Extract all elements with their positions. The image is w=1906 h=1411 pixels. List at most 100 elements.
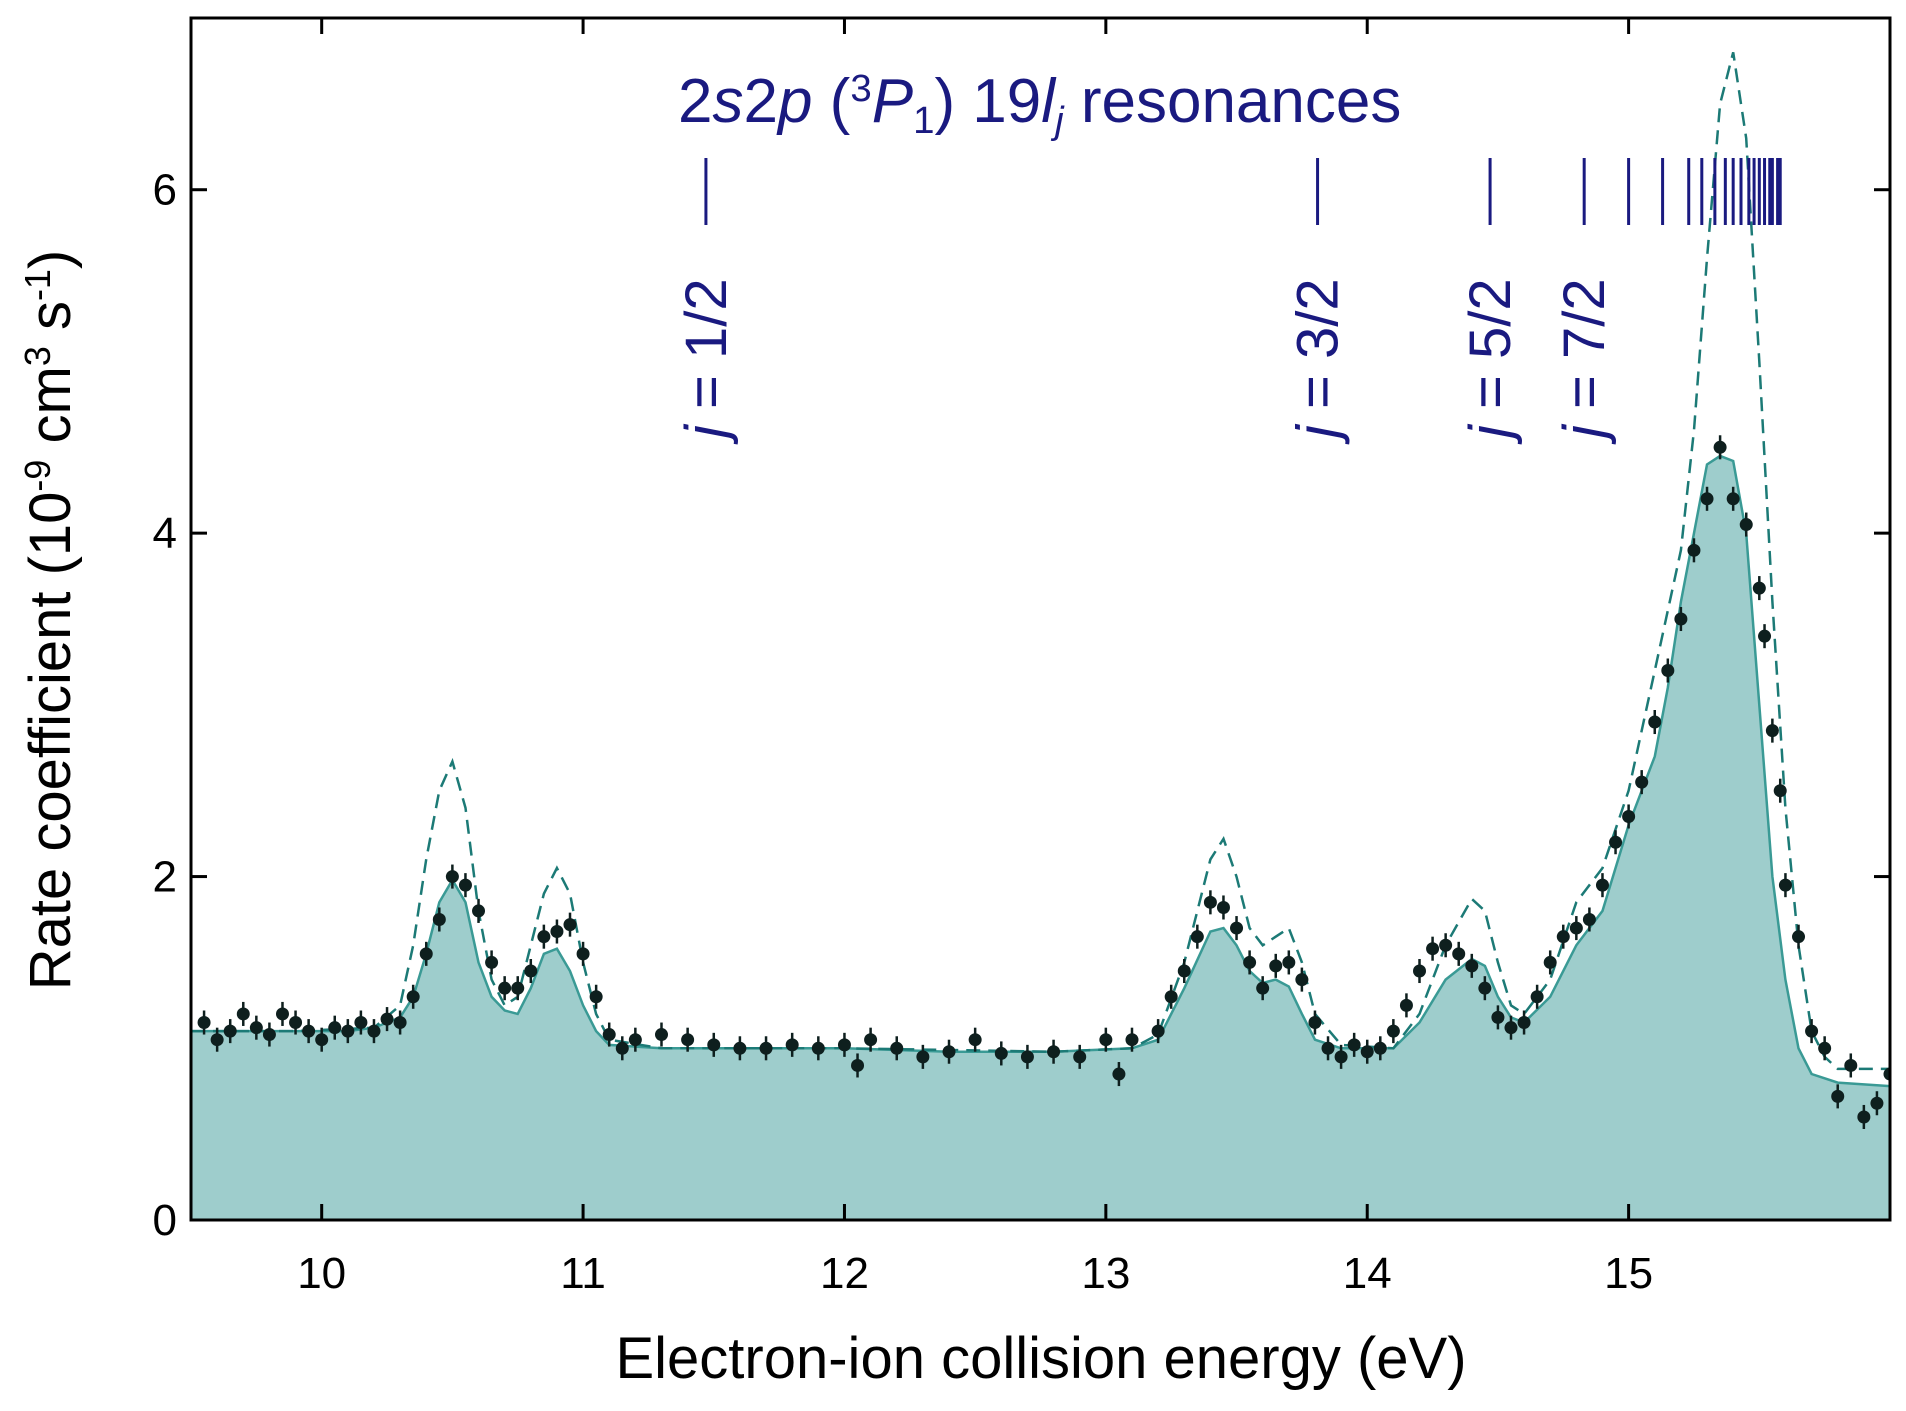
data-point (1530, 990, 1544, 1004)
data-point (864, 1033, 878, 1047)
data-point (916, 1050, 930, 1064)
data-point (1739, 518, 1753, 532)
data-point (1773, 784, 1787, 798)
x-axis-label: Electron-ion collision energy (eV) (615, 1326, 1466, 1391)
data-point (1151, 1024, 1165, 1038)
data-point (524, 964, 538, 978)
resonance-label: j = 5/2 (1458, 278, 1523, 445)
data-point (1347, 1038, 1361, 1052)
data-point (1334, 1050, 1348, 1064)
data-point (1216, 900, 1230, 914)
resonance-label-part: j (1458, 423, 1523, 445)
chart-title: 2s2p (3P1) 19lj resonances (678, 67, 1401, 142)
data-point (589, 990, 603, 1004)
chart-title-part: p (776, 67, 812, 136)
data-point (1543, 955, 1557, 969)
data-point (785, 1038, 799, 1052)
data-point (458, 878, 472, 892)
data-point (1569, 921, 1583, 935)
data-point (1792, 930, 1806, 944)
data-point (1595, 878, 1609, 892)
chart-title-part: l (1041, 67, 1057, 136)
plot-area (191, 51, 1890, 1220)
data-point (210, 1033, 224, 1047)
data-point (498, 981, 512, 995)
resonance-label-part: = 1/2 (674, 278, 739, 425)
resonance-label-part: = 5/2 (1458, 278, 1523, 425)
data-point (1321, 1041, 1335, 1055)
resonance-label: j = 3/2 (1286, 278, 1351, 445)
data-point (1556, 930, 1570, 944)
data-point (197, 1016, 211, 1030)
data-point (1099, 1033, 1113, 1047)
y-tick-label: 0 (153, 1196, 177, 1245)
y-tick-label: 4 (153, 509, 177, 558)
y-axis-label-part: Rate coefficient (10 (18, 492, 83, 991)
data-point (1230, 921, 1244, 935)
y-tick-label: 2 (153, 853, 177, 902)
data-point (1164, 990, 1178, 1004)
data-point (654, 1028, 668, 1042)
data-point (1112, 1067, 1126, 1081)
data-point (1190, 930, 1204, 944)
resonance-label-part: j (1552, 423, 1617, 445)
x-tick-label: 15 (1604, 1249, 1653, 1298)
y-axis-label-part: s (18, 301, 83, 346)
data-point (1373, 1041, 1387, 1055)
chart-title-part: s (712, 67, 743, 136)
y-axis-label: Rate coefficient (10-9 cm3 s-1) (17, 250, 83, 991)
x-tick-label: 10 (297, 1249, 346, 1298)
data-point (1635, 775, 1649, 789)
data-point (472, 904, 486, 918)
data-point (1203, 895, 1217, 909)
data-point (1452, 947, 1466, 961)
data-point (615, 1041, 629, 1055)
data-point (249, 1021, 263, 1035)
data-point (1674, 612, 1688, 626)
data-point (328, 1021, 342, 1035)
data-point (942, 1045, 956, 1059)
data-point (367, 1024, 381, 1038)
data-point (1661, 664, 1675, 678)
data-point (1504, 1021, 1518, 1035)
data-point (1805, 1024, 1819, 1038)
chart-title-part: 2 (678, 67, 712, 136)
y-axis-label-part: -9 (17, 460, 58, 492)
data-point (1439, 938, 1453, 952)
y-axis-label-part: cm (18, 366, 83, 459)
data-point (733, 1041, 747, 1055)
data-point (275, 1007, 289, 1021)
data-point (341, 1024, 355, 1038)
data-point (1125, 1033, 1139, 1047)
data-point (1386, 1024, 1400, 1038)
data-point (1020, 1050, 1034, 1064)
chart-title-part: 1 (913, 99, 934, 142)
data-point (1582, 913, 1596, 926)
data-point (1465, 959, 1479, 973)
y-axis-label-part: ) (18, 250, 83, 269)
data-point (1609, 835, 1623, 849)
resonance-label: j = 7/2 (1552, 278, 1617, 445)
data-point (1648, 715, 1662, 729)
data-point (432, 913, 446, 926)
resonance-label-part: = 7/2 (1552, 278, 1617, 425)
resonance-label-part: = 3/2 (1286, 278, 1351, 425)
chart-title-part: P (872, 67, 913, 136)
data-point (759, 1041, 773, 1055)
chart-title-part: resonances (1064, 67, 1402, 136)
data-point (485, 955, 499, 969)
data-point (837, 1038, 851, 1052)
data-point (315, 1033, 329, 1047)
data-point (1426, 942, 1440, 956)
data-point (1713, 440, 1727, 454)
resonance-label: j = 1/2 (674, 278, 739, 445)
x-tick-label: 13 (1081, 1249, 1130, 1298)
data-point (1491, 1010, 1505, 1024)
data-point (1413, 964, 1427, 978)
data-point (1399, 998, 1413, 1012)
chart-title-part: 3 (850, 67, 871, 110)
data-point (393, 1016, 407, 1030)
data-point (576, 947, 590, 961)
theory-dashed-line (191, 51, 1890, 1071)
